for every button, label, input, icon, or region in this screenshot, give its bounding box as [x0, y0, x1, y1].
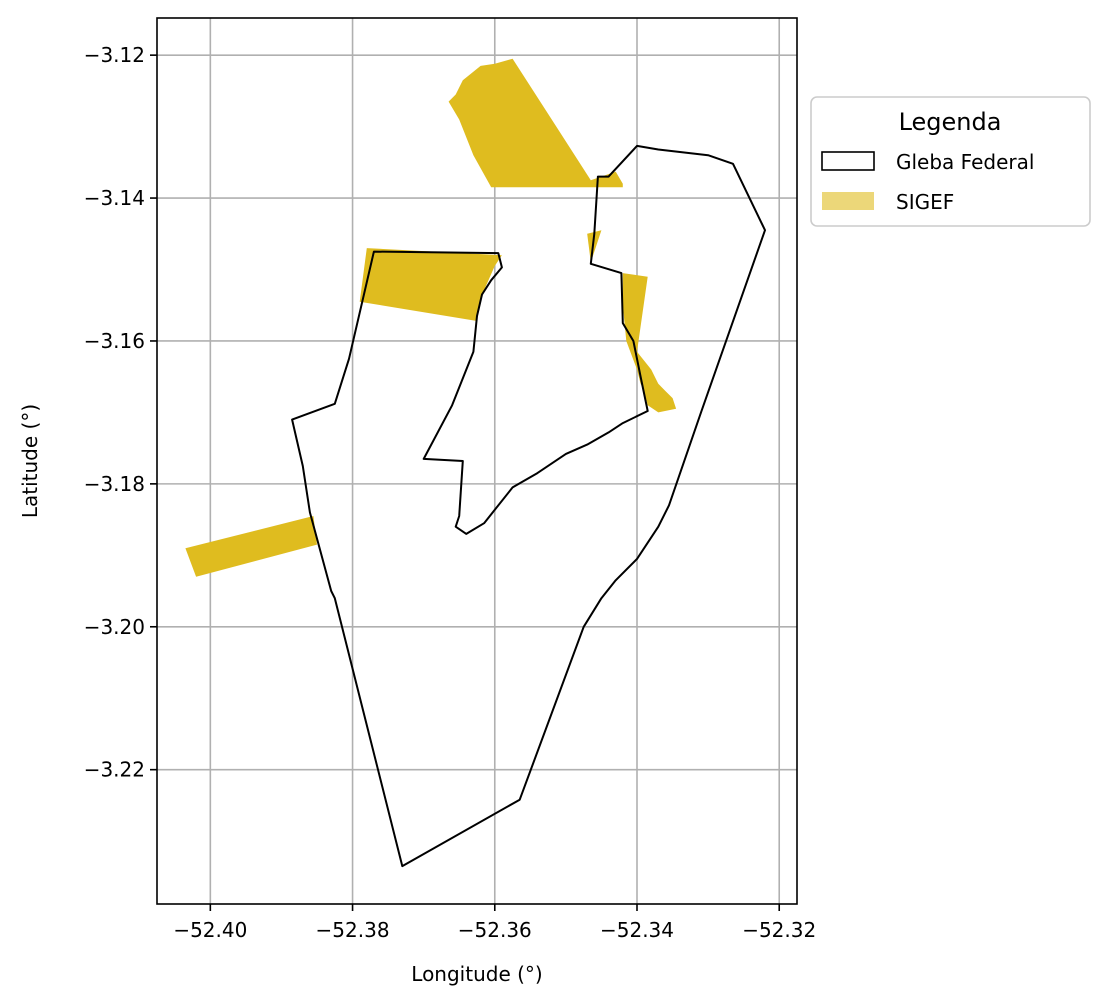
y-tick-label: −3.12: [84, 43, 145, 67]
sigef-parcel: [587, 230, 602, 263]
sigef-parcel: [622, 273, 677, 413]
y-axis-ticks: −3.12 −3.14 −3.16 −3.18 −3.20 −3.22: [84, 43, 157, 782]
x-tick-label: −52.38: [316, 918, 390, 942]
grid: [157, 18, 797, 904]
x-axis-title: Longitude (°): [411, 962, 542, 986]
legend-title: Legenda: [899, 108, 1002, 136]
x-tick-label: −52.32: [742, 918, 816, 942]
y-tick-label: −3.22: [84, 758, 145, 782]
axes-frame: [156, 17, 798, 905]
legend-label-gleba-federal: Gleba Federal: [896, 150, 1034, 174]
x-axis-ticks: −52.40 −52.38 −52.36 −52.34 −52.32: [173, 904, 816, 942]
legend: Legenda Gleba Federal SIGEF: [810, 96, 1091, 227]
sigef-parcel: [359, 248, 502, 321]
x-tick-label: −52.36: [458, 918, 532, 942]
y-tick-label: −3.16: [84, 329, 145, 353]
y-tick-label: −3.18: [84, 472, 145, 496]
x-tick-label: −52.34: [600, 918, 674, 942]
legend-swatch-gleba-federal: [821, 151, 875, 171]
gleba-federal-layer: [291, 144, 766, 868]
gleba-federal-boundary: [291, 144, 766, 868]
legend-label-sigef: SIGEF: [896, 190, 954, 214]
sigef-layer: [185, 58, 677, 577]
sigef-parcel: [185, 516, 317, 577]
x-tick-label: −52.40: [173, 918, 247, 942]
legend-box: [810, 96, 1091, 227]
sigef-parcel: [448, 58, 623, 188]
y-tick-label: −3.20: [84, 615, 145, 639]
y-tick-label: −3.14: [84, 186, 145, 210]
plot-area: [157, 18, 797, 904]
legend-swatch-sigef: [822, 192, 874, 210]
y-axis-title: Latitude (°): [18, 404, 42, 518]
